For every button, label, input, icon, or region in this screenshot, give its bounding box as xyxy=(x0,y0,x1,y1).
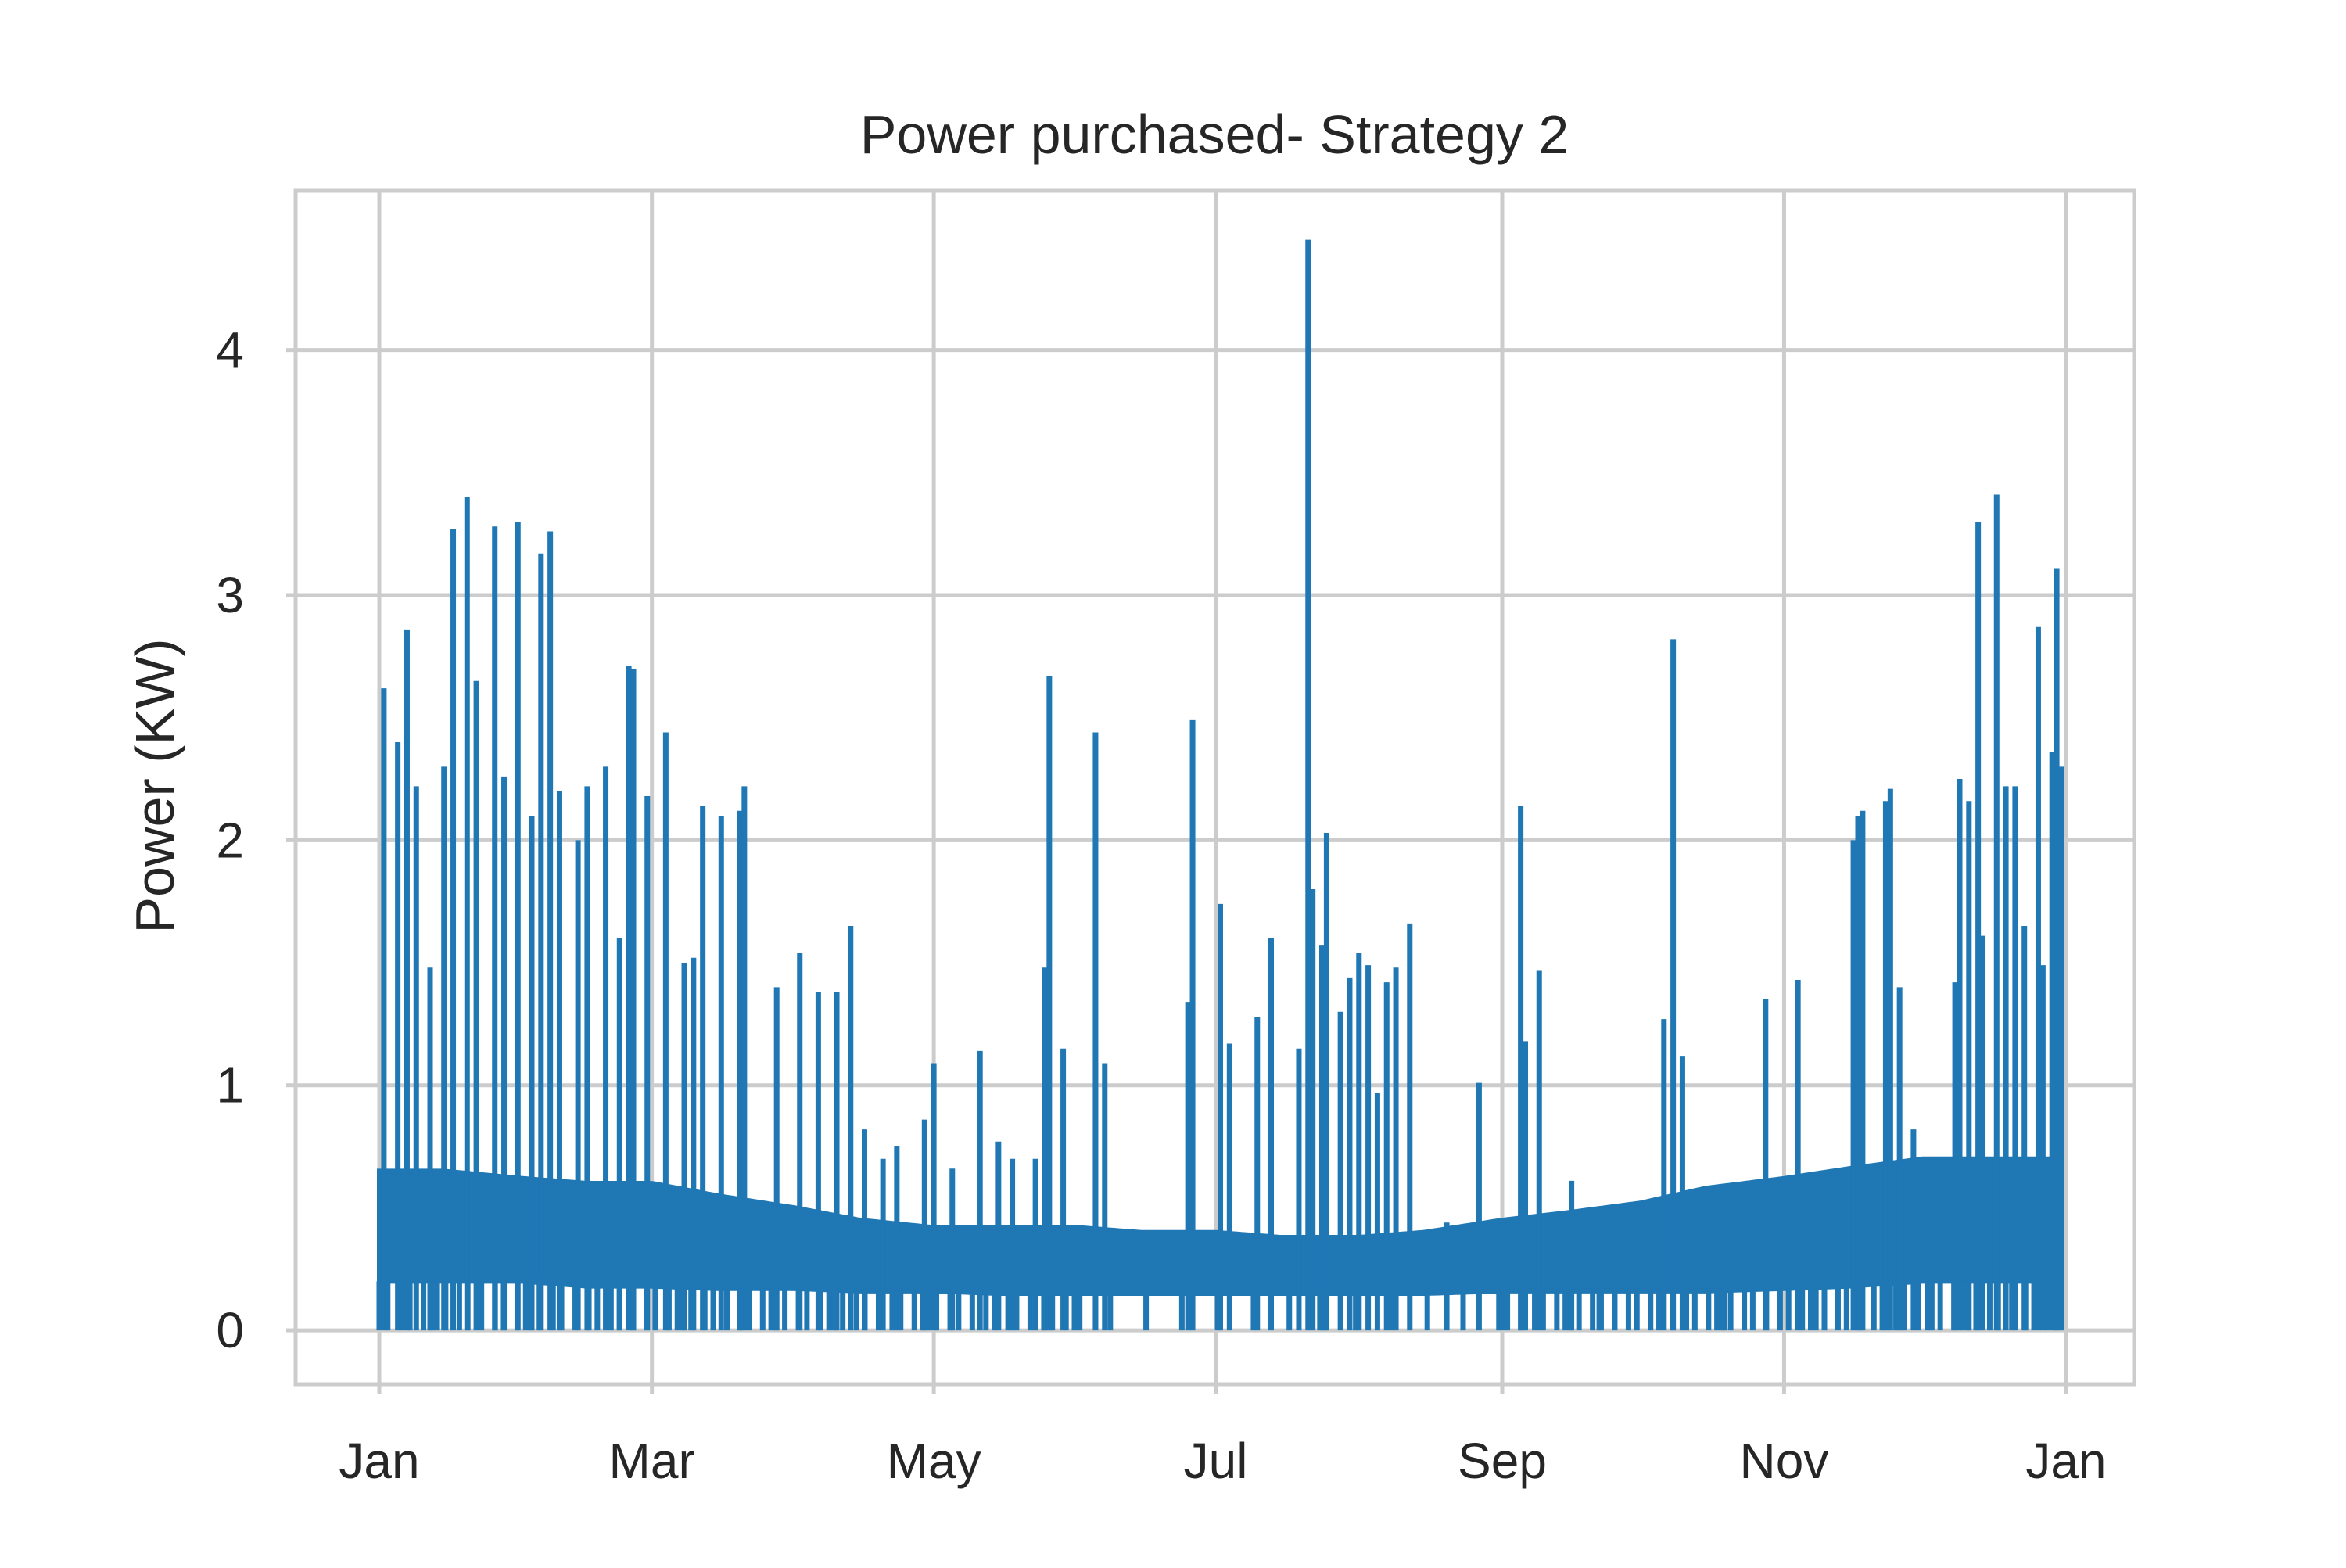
series-layer xyxy=(376,239,2064,1331)
x-tick-label: Jul xyxy=(1184,1433,1248,1489)
x-tick-label: Sep xyxy=(1458,1433,1547,1489)
tick-labels: Jan Mar May Jul Sep Nov Jan 0 1 2 3 4 xyxy=(216,322,2106,1489)
grid xyxy=(296,191,2134,1384)
y-tick-label: 0 xyxy=(216,1302,244,1358)
y-tick-label: 1 xyxy=(216,1057,244,1114)
chart-title: Power purchased- Strategy 2 xyxy=(860,104,1569,165)
x-tick-label: Jan xyxy=(339,1433,419,1489)
x-tick-label: Nov xyxy=(1740,1433,1829,1489)
x-tick-label: May xyxy=(887,1433,981,1489)
y-axis-label: Power (KW) xyxy=(124,638,185,933)
x-tick-label: Mar xyxy=(609,1433,695,1489)
x-tick-label: Jan xyxy=(2025,1433,2106,1489)
y-tick-label: 2 xyxy=(216,812,244,868)
y-tick-label: 4 xyxy=(216,322,244,379)
y-tick-label: 3 xyxy=(216,567,244,623)
